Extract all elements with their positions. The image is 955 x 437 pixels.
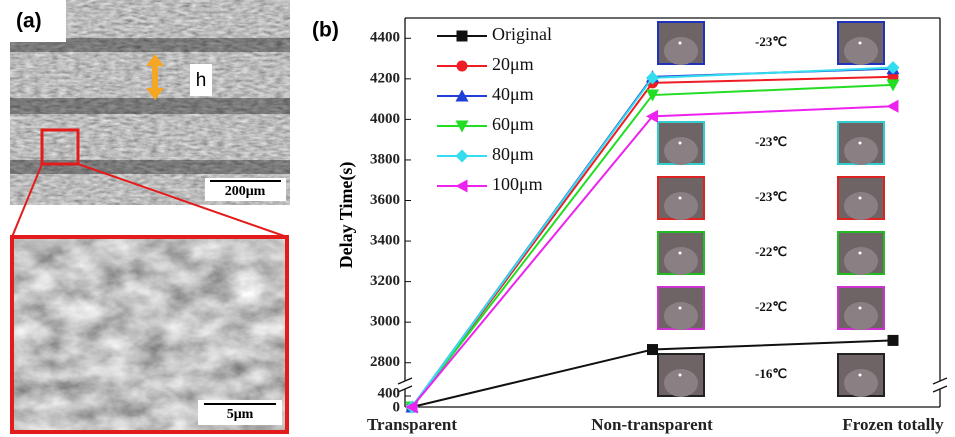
marker (455, 120, 469, 133)
scale-label: 5μm (227, 407, 254, 422)
droplet (844, 37, 878, 65)
y-tick-label: 2800 (370, 354, 400, 370)
y-tick-label: 400 (378, 385, 401, 401)
series-line (411, 105, 894, 408)
marker (886, 79, 900, 92)
droplet-spot (678, 373, 682, 377)
zoom-frame (10, 235, 289, 434)
y-tick-label: 4400 (370, 30, 400, 46)
x-tick-label: Frozen totally (842, 415, 944, 434)
droplet (664, 369, 698, 397)
droplet-spot (858, 306, 862, 310)
temperature-label: -23℃ (755, 134, 787, 149)
y-tick-label: 0 (393, 399, 401, 415)
legend-label: 60μm (492, 114, 534, 134)
scale-label: 200μm (225, 184, 266, 199)
droplet (844, 192, 878, 220)
h-arrow (146, 54, 164, 100)
y-tick-label: 4200 (370, 70, 400, 86)
marker (456, 60, 468, 72)
droplet (664, 247, 698, 275)
x-tick-label: Transparent (367, 415, 457, 434)
zoom-line (11, 163, 43, 238)
droplet (664, 192, 698, 220)
legend-label: 20μm (492, 54, 534, 74)
legend-label: 40μm (492, 84, 534, 104)
x-tick-label: Non-transparent (591, 415, 713, 434)
marker (646, 71, 659, 85)
y-tick-label: 3800 (370, 151, 400, 167)
droplet (844, 302, 878, 330)
marker (646, 89, 659, 102)
panel-label: (a) (16, 10, 42, 33)
label-box (10, 0, 66, 42)
marker (405, 400, 418, 414)
droplet (844, 137, 878, 165)
scale-box (205, 178, 286, 201)
sem-image-bottom (12, 237, 287, 432)
marker (455, 149, 469, 163)
marker (456, 30, 468, 42)
droplet (844, 247, 878, 275)
droplet-spot (678, 196, 682, 200)
y-tick-label: 3200 (370, 273, 400, 289)
temperature-label: -23℃ (755, 34, 787, 49)
droplet-spot (858, 141, 862, 145)
legend-label: Original (492, 24, 552, 44)
droplet-spot (678, 306, 682, 310)
marker (647, 344, 658, 356)
droplet-spot (858, 41, 862, 45)
droplet (664, 137, 698, 165)
droplet-spot (858, 251, 862, 255)
temperature-label: -23℃ (755, 189, 787, 204)
marker (455, 89, 469, 102)
y-tick-label: 3600 (370, 192, 400, 208)
h-label: h (196, 70, 207, 91)
droplet (664, 37, 698, 65)
marker (646, 109, 658, 123)
y-tick-label: 4000 (370, 111, 400, 127)
marker (455, 179, 468, 193)
droplet-spot (678, 251, 682, 255)
marker (886, 61, 900, 75)
marker (887, 334, 899, 346)
temperature-label: -16℃ (755, 366, 787, 381)
stripes (10, 38, 290, 174)
droplet-spot (678, 141, 682, 145)
panel-label: (b) (312, 19, 339, 42)
y-tick-label: 3400 (370, 232, 400, 248)
droplet-spot (858, 196, 862, 200)
legend-label: 80μm (492, 144, 534, 164)
marker (886, 99, 899, 113)
zoom-box (40, 128, 80, 166)
droplet-spot (678, 41, 682, 45)
droplet (664, 302, 698, 330)
droplet (844, 369, 878, 397)
series-line (411, 83, 894, 408)
temperature-label: -22℃ (755, 244, 787, 259)
plot-frame (397, 17, 948, 408)
y-axis-title: Delay Time(s) (336, 162, 357, 269)
zoom-line (77, 163, 288, 238)
y-tick-label: 3000 (370, 314, 400, 330)
droplet-spot (858, 373, 862, 377)
legend-label: 100μm (492, 174, 543, 194)
h-box (190, 64, 212, 96)
temperature-label: -22℃ (755, 299, 787, 314)
